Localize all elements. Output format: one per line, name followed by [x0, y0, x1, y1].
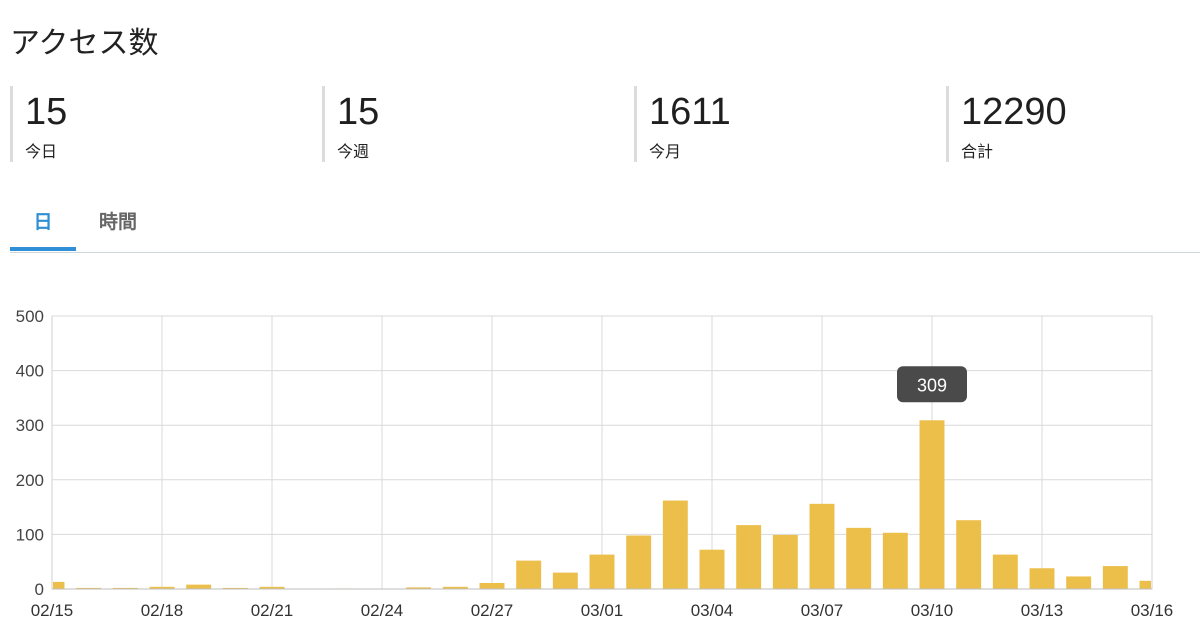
- bar: [149, 586, 175, 589]
- tooltip-box: [897, 366, 967, 403]
- tab-bar: 日 時間: [10, 200, 1200, 253]
- bar: [1102, 566, 1128, 589]
- bar: [442, 586, 468, 589]
- stat-today-label: 今日: [25, 142, 58, 161]
- stat-month: 1611 今月: [634, 86, 934, 162]
- stat-total-value: 12290: [961, 91, 1067, 133]
- bar: [1066, 576, 1092, 589]
- x-tick-label: 03/01: [581, 601, 624, 620]
- bar: [259, 586, 285, 589]
- bar: [772, 534, 798, 589]
- x-tick-label: 02/21: [251, 601, 294, 620]
- bar: [956, 520, 982, 589]
- x-tick-label: 03/16: [1131, 601, 1174, 620]
- bar: [589, 554, 615, 589]
- bar: [1139, 580, 1151, 589]
- y-tick-label: 500: [16, 307, 44, 326]
- stat-total-label: 合計: [961, 142, 994, 161]
- bar: [186, 584, 212, 589]
- bar: [919, 420, 945, 589]
- bar: [406, 587, 432, 589]
- y-tick-label: 300: [16, 416, 44, 435]
- bar: [516, 560, 542, 589]
- bar: [736, 525, 762, 589]
- bar: [992, 554, 1018, 589]
- bar: [1029, 568, 1055, 589]
- bar: [222, 587, 248, 589]
- bar: [846, 527, 872, 589]
- stat-today: 15 今日: [10, 86, 310, 162]
- y-tick-label: 0: [35, 580, 44, 599]
- page-title: アクセス数: [10, 26, 159, 61]
- bar: [809, 503, 835, 589]
- x-tick-label: 02/24: [361, 601, 404, 620]
- x-tick-label: 03/13: [1021, 601, 1064, 620]
- bar: [662, 500, 688, 589]
- tab-hour[interactable]: 時間: [98, 211, 137, 233]
- bar: [76, 587, 102, 589]
- tooltip-value: 309: [917, 375, 947, 395]
- stat-month-value: 1611: [649, 91, 731, 133]
- x-tick-label: 03/07: [801, 601, 844, 620]
- x-tick-label: 02/18: [141, 601, 184, 620]
- stat-week: 15 今週: [322, 86, 622, 162]
- bar: [552, 572, 578, 589]
- y-tick-label: 200: [16, 471, 44, 490]
- stat-today-value: 15: [25, 91, 68, 133]
- x-tick-label: 02/15: [31, 601, 74, 620]
- bar: [699, 549, 725, 589]
- x-tick-label: 02/27: [471, 601, 514, 620]
- bar: [882, 532, 908, 589]
- y-tick-label: 400: [16, 362, 44, 381]
- tab-day[interactable]: 日: [10, 200, 76, 251]
- stat-week-label: 今週: [337, 142, 370, 161]
- y-tick-label: 100: [16, 525, 44, 544]
- bar: [112, 587, 138, 589]
- bar: [479, 582, 505, 589]
- access-bar-chart: 0 100 200 300 400 500 02/15 02/18 02/21 02/24 02/2…: [16, 307, 1174, 620]
- stats-summary: 15 今日 15 今週 1611 今月 12290 合計: [0, 86, 1200, 162]
- x-tick-label: 03/10: [911, 601, 954, 620]
- x-tick-label: 03/04: [691, 601, 734, 620]
- bar: [626, 535, 652, 589]
- stat-month-label: 今月: [649, 142, 682, 161]
- bar: [53, 581, 65, 589]
- stat-week-value: 15: [337, 91, 380, 133]
- stat-total: 12290 合計: [946, 86, 1200, 162]
